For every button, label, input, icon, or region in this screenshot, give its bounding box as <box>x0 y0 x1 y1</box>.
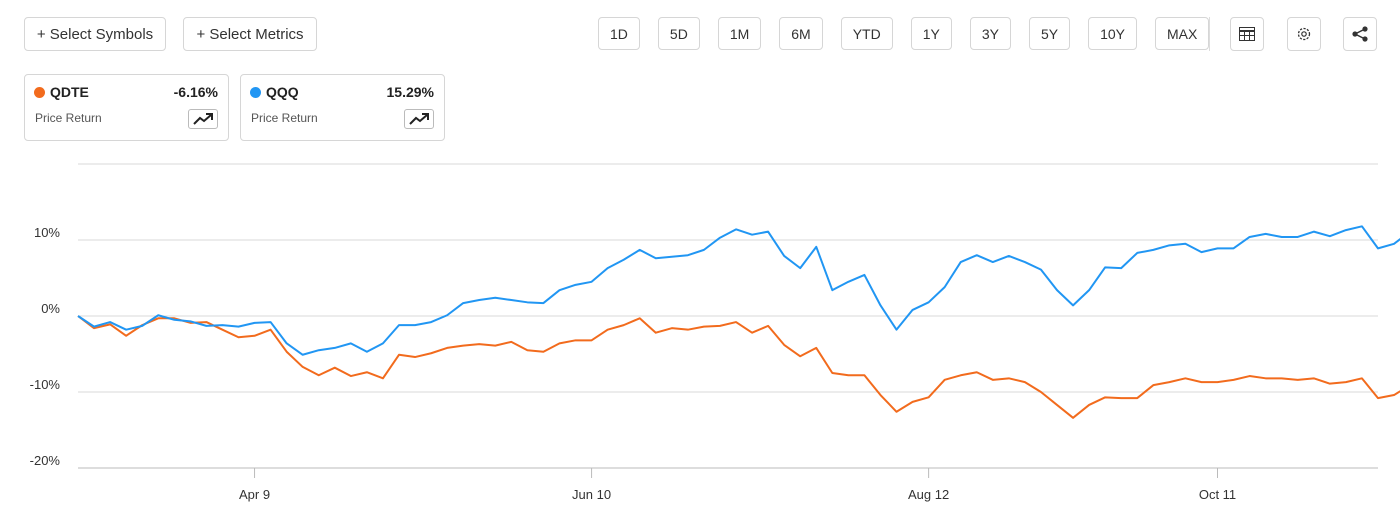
range-button[interactable]: 10Y <box>1088 17 1138 50</box>
chart-type-button[interactable] <box>188 109 218 129</box>
trend-icon <box>409 113 429 125</box>
price-return-value: 15.29% <box>386 84 434 100</box>
range-button[interactable]: 5D <box>657 17 700 50</box>
gear-icon <box>1297 27 1311 41</box>
price-return-value: -6.16% <box>173 84 218 100</box>
separator <box>1209 17 1210 51</box>
range-button[interactable]: 1M <box>717 17 762 50</box>
table-button[interactable] <box>1230 17 1264 51</box>
table-icon <box>1239 27 1255 41</box>
y-tick-label: -10% <box>30 377 61 392</box>
range-button[interactable]: 1Y <box>910 17 952 50</box>
select-metrics-button[interactable]: + Select Metrics <box>183 17 317 51</box>
share-icon <box>1352 26 1368 42</box>
x-tick-label: Aug 12 <box>908 487 949 502</box>
series-symbol: QDTE <box>50 84 89 100</box>
x-tick-label: Jun 10 <box>572 487 611 502</box>
series-symbol: QQQ <box>266 84 299 100</box>
legend-card[interactable]: QDTE -6.16% Price Return <box>24 74 229 141</box>
share-button[interactable] <box>1343 17 1377 51</box>
chart-type-button[interactable] <box>404 109 434 129</box>
x-tick-label: Oct 11 <box>1199 487 1236 502</box>
series-dot <box>250 87 261 98</box>
metric-label: Price Return <box>35 111 102 125</box>
settings-button[interactable] <box>1287 17 1321 51</box>
y-tick-label: 10% <box>34 225 60 240</box>
series-line <box>77 315 1400 419</box>
range-button[interactable]: 1D <box>598 17 640 50</box>
select-symbols-button[interactable]: + Select Symbols <box>24 17 166 51</box>
range-button[interactable]: 3Y <box>969 17 1011 50</box>
series-dot <box>34 87 45 98</box>
y-tick-label: 0% <box>41 301 60 316</box>
y-tick-label: -20% <box>30 453 61 468</box>
trend-icon <box>193 113 213 125</box>
series-line <box>77 225 1400 356</box>
range-button[interactable]: 5Y <box>1028 17 1071 50</box>
legend-card[interactable]: QQQ 15.29% Price Return <box>240 74 445 141</box>
range-button[interactable]: YTD <box>840 17 893 50</box>
range-button[interactable]: MAX <box>1155 17 1210 50</box>
metric-label: Price Return <box>251 111 318 125</box>
x-tick-label: Apr 9 <box>239 487 270 502</box>
range-buttons: 1D 5D 1M 6M YTD 1Y 3Y 5Y 10Y MAX <box>598 17 1210 50</box>
range-button[interactable]: 6M <box>779 17 823 50</box>
